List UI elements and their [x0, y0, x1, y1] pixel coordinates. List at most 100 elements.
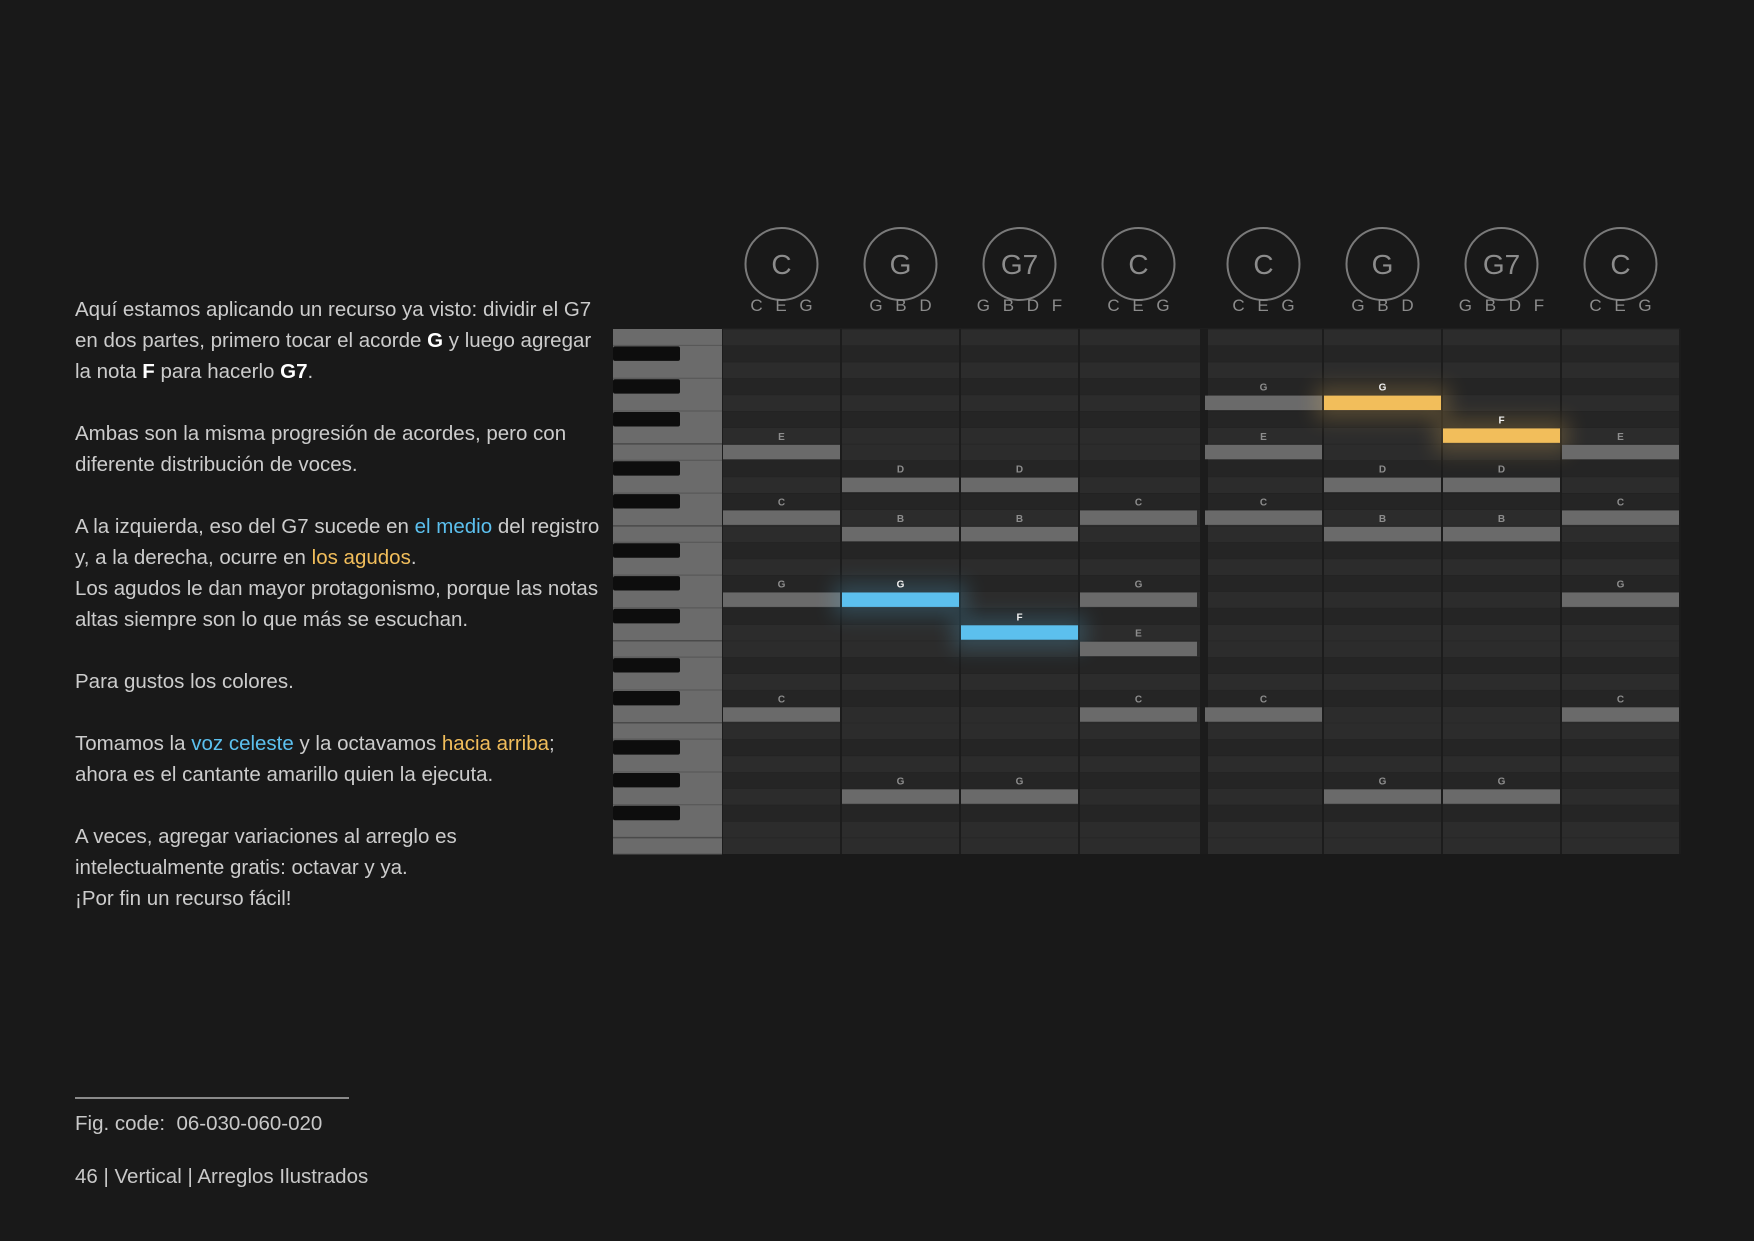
p6-text-a: A veces, agregar variaciones al arreglo … — [75, 825, 457, 879]
piano-keyboard — [613, 329, 722, 855]
p3-highlight-yellow: los agudos — [311, 546, 411, 569]
note-block — [1080, 592, 1197, 607]
note-block — [1562, 707, 1679, 722]
note-block — [1443, 526, 1560, 542]
note-label: B — [1498, 514, 1505, 525]
paragraph-5: Tomamos la voz celeste y la octavamos ha… — [75, 728, 605, 790]
black-key — [613, 543, 680, 558]
note-blocks: E C G C D B G G D B F G C G E C G E C C G D B G F D B G E C G C — [723, 383, 1679, 804]
note-label: C — [778, 694, 785, 705]
black-key — [613, 805, 680, 821]
note-label: G — [1260, 383, 1268, 394]
note-block — [1080, 641, 1197, 657]
chord-notes: C E G — [750, 296, 816, 315]
note-block — [1205, 510, 1322, 525]
chord-circle — [1345, 227, 1420, 301]
note-label: E — [1260, 432, 1267, 443]
paragraph-3: A la izquierda, eso del G7 sucede en el … — [75, 511, 605, 635]
note-label: E — [1135, 629, 1142, 640]
p3-highlight-blue: el medio — [414, 515, 493, 538]
note-block — [1562, 510, 1679, 525]
note-block — [1443, 789, 1560, 804]
chord-name: C — [1253, 249, 1273, 280]
note-label: G — [778, 580, 786, 591]
note-block — [842, 789, 959, 804]
note-label: G — [1135, 580, 1143, 591]
black-key — [613, 740, 680, 755]
note-label: B — [1016, 514, 1023, 525]
paragraph-6: A veces, agregar variaciones al arreglo … — [75, 821, 605, 914]
note-block — [1205, 395, 1322, 411]
note-label: F — [1016, 612, 1022, 623]
note-block — [723, 444, 840, 460]
black-key — [613, 658, 680, 673]
chord-name: G7 — [1001, 249, 1038, 280]
chord-name: G — [890, 249, 912, 280]
note-label: D — [1379, 465, 1386, 476]
chord-circle — [1583, 227, 1658, 301]
description-text: Aquí estamos aplicando un recurso ya vis… — [75, 294, 605, 945]
note-block — [723, 707, 840, 722]
chord-circle — [1226, 227, 1301, 301]
note-label: F — [1498, 415, 1504, 426]
note-label: C — [778, 497, 785, 508]
chord-notes: C E G — [1107, 296, 1173, 315]
p5-text-c: ; — [549, 732, 555, 755]
note-block — [1205, 707, 1322, 722]
black-key — [613, 690, 680, 706]
note-label: G — [1498, 776, 1506, 787]
chord-name: G7 — [1483, 249, 1520, 280]
chord-name: C — [771, 249, 791, 280]
note-label: G — [897, 580, 905, 591]
chord-notes: G B D — [1351, 296, 1417, 315]
p6-text-b: ¡Por fin un recurso fácil! — [75, 887, 292, 910]
note-label: C — [1617, 497, 1624, 508]
p5-text-d: ahora es el cantante amarillo quien la e… — [75, 763, 494, 786]
note-block — [961, 625, 1078, 640]
figure-code: Fig. code: 06-030-060-020 — [75, 1112, 322, 1136]
note-label: G — [1379, 383, 1387, 394]
p5-highlight-yellow: hacia arriba — [441, 732, 550, 755]
black-key — [613, 461, 680, 476]
note-block — [1324, 526, 1441, 542]
black-key — [613, 379, 680, 394]
note-block — [1562, 444, 1679, 460]
chord-name: C — [1610, 249, 1630, 280]
p1-text-a: Aquí estamos aplicando un recurso ya vis… — [75, 298, 592, 352]
p1-bold-g7: G7 — [280, 360, 308, 383]
figure-code-label: Fig. code: — [75, 1112, 166, 1135]
chord-notes: G B D F — [977, 296, 1066, 315]
note-label: C — [1617, 694, 1624, 705]
p1-text-e: . — [307, 360, 314, 383]
note-block — [842, 592, 959, 607]
note-block — [961, 789, 1078, 804]
chord-circle — [1464, 227, 1539, 301]
figure-code-value: 06-030-060-020 — [176, 1112, 323, 1135]
note-label: C — [1135, 497, 1142, 508]
note-block — [723, 510, 840, 525]
note-block — [723, 592, 840, 607]
note-label: D — [1016, 465, 1023, 476]
p1-text-c: y luego agregar la nota — [75, 329, 592, 383]
note-block — [1080, 510, 1197, 525]
black-key — [613, 346, 680, 361]
note-block — [961, 477, 1078, 493]
p1-bold-f: F — [142, 360, 155, 383]
note-label: B — [1379, 514, 1386, 525]
page-footer: 46 | Vertical | Arreglos Ilustrados — [75, 1165, 369, 1188]
p3-text-b: del registro y, a la derecha, ocurre en — [75, 515, 600, 569]
p5-text-b: y la octavamos — [293, 732, 442, 755]
chord-circle — [1101, 227, 1176, 301]
chord-name: G — [1372, 249, 1394, 280]
p5-text-a: Tomamos la — [75, 732, 192, 755]
p3-text-d: Los agudos le dan mayor protagonismo, po… — [75, 577, 599, 631]
note-label: B — [897, 514, 904, 525]
note-label: C — [1135, 694, 1142, 705]
note-label: E — [1617, 432, 1624, 443]
note-block — [1205, 444, 1322, 460]
note-block — [842, 477, 959, 493]
note-label: G — [897, 776, 905, 787]
black-key — [613, 412, 680, 427]
paragraph-2: Ambas son la misma progresión de acordes… — [75, 422, 567, 476]
chord-circle — [863, 227, 938, 301]
